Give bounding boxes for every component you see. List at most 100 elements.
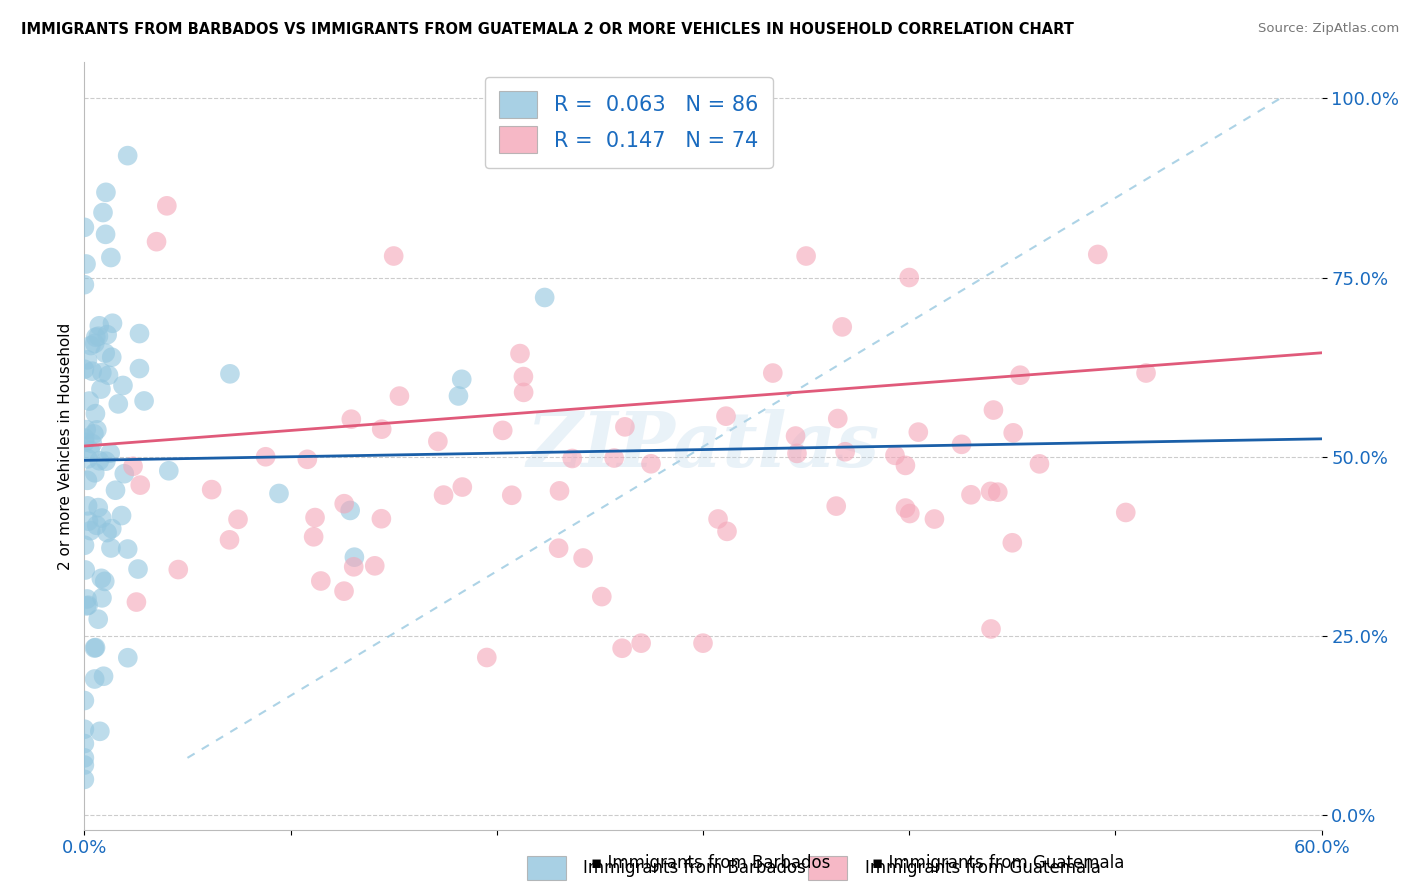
Point	[333, 497, 356, 511]
Point	[79, 443, 101, 458]
Point	[76, 599, 98, 613]
Point	[112, 467, 135, 481]
Point	[93, 669, 115, 683]
Point	[76, 352, 98, 367]
Point	[77, 599, 100, 613]
Point	[167, 563, 190, 577]
Point	[89, 724, 111, 739]
Point	[73, 751, 96, 765]
Point	[572, 551, 595, 566]
Point	[117, 148, 139, 162]
Point	[82, 364, 104, 378]
Point	[1135, 366, 1157, 380]
Point	[1001, 536, 1024, 550]
Point	[100, 522, 122, 536]
Point	[343, 559, 366, 574]
Point	[73, 277, 96, 292]
Point	[450, 372, 472, 386]
Point	[89, 454, 111, 468]
Point	[73, 693, 96, 707]
Y-axis label: 2 or more Vehicles in Household: 2 or more Vehicles in Household	[58, 322, 73, 570]
Point	[94, 454, 117, 468]
Point	[73, 737, 96, 751]
Point	[894, 501, 917, 516]
Point	[834, 444, 856, 458]
Point	[898, 270, 921, 285]
Point	[426, 434, 449, 449]
FancyBboxPatch shape	[808, 856, 846, 880]
Point	[950, 437, 973, 451]
Point	[340, 412, 363, 426]
Point	[79, 524, 101, 538]
Point	[987, 485, 1010, 500]
Point	[447, 389, 470, 403]
Point	[83, 336, 105, 351]
Point	[73, 435, 96, 450]
Point	[75, 257, 97, 271]
Point	[692, 636, 714, 650]
Text: Immigrants from Guatemala: Immigrants from Guatemala	[865, 859, 1101, 877]
Point	[73, 362, 96, 376]
Point	[73, 722, 96, 736]
Point	[76, 591, 98, 606]
Point	[831, 319, 853, 334]
Point	[309, 574, 332, 588]
Point	[894, 458, 917, 473]
Point	[370, 512, 392, 526]
Point	[128, 361, 150, 376]
Point	[561, 451, 583, 466]
Point	[101, 316, 124, 330]
Point	[90, 382, 112, 396]
Point	[73, 538, 96, 552]
Point	[156, 199, 179, 213]
Point	[254, 450, 277, 464]
Point	[509, 346, 531, 360]
Point	[84, 640, 107, 655]
Text: Source: ZipAtlas.com: Source: ZipAtlas.com	[1258, 22, 1399, 36]
Point	[75, 423, 97, 437]
Point	[132, 393, 155, 408]
Point	[501, 488, 523, 502]
Point	[84, 330, 107, 344]
Point	[100, 350, 122, 364]
Point	[304, 510, 326, 524]
Point	[87, 500, 110, 515]
Point	[111, 378, 134, 392]
Point	[90, 571, 112, 585]
Point	[86, 518, 108, 533]
Point	[94, 186, 117, 200]
Point	[87, 329, 110, 343]
Point	[110, 508, 132, 523]
Point	[73, 431, 96, 445]
Point	[96, 525, 118, 540]
Point	[226, 512, 249, 526]
Point	[388, 389, 411, 403]
Point	[76, 499, 98, 513]
Point	[613, 420, 636, 434]
Point	[127, 562, 149, 576]
Point	[980, 622, 1002, 636]
Point	[91, 205, 114, 219]
Point	[370, 422, 392, 436]
Point	[714, 409, 737, 424]
Point	[339, 503, 361, 517]
Point	[302, 530, 325, 544]
Point	[89, 318, 111, 333]
Point	[333, 584, 356, 599]
Text: Immigrants from Barbados: Immigrants from Barbados	[583, 859, 807, 877]
Point	[107, 397, 129, 411]
Point	[884, 448, 907, 462]
Point	[100, 541, 122, 555]
Point	[591, 590, 613, 604]
Legend: R =  0.063   N = 86, R =  0.147   N = 74: R = 0.063 N = 86, R = 0.147 N = 74	[485, 77, 773, 168]
Point	[97, 368, 120, 383]
Point	[983, 403, 1005, 417]
Point	[610, 641, 633, 656]
Point	[1087, 247, 1109, 261]
Point	[980, 484, 1002, 499]
Point	[100, 251, 122, 265]
Point	[94, 346, 117, 360]
Point	[898, 507, 921, 521]
Point	[492, 423, 515, 437]
Point	[794, 249, 817, 263]
